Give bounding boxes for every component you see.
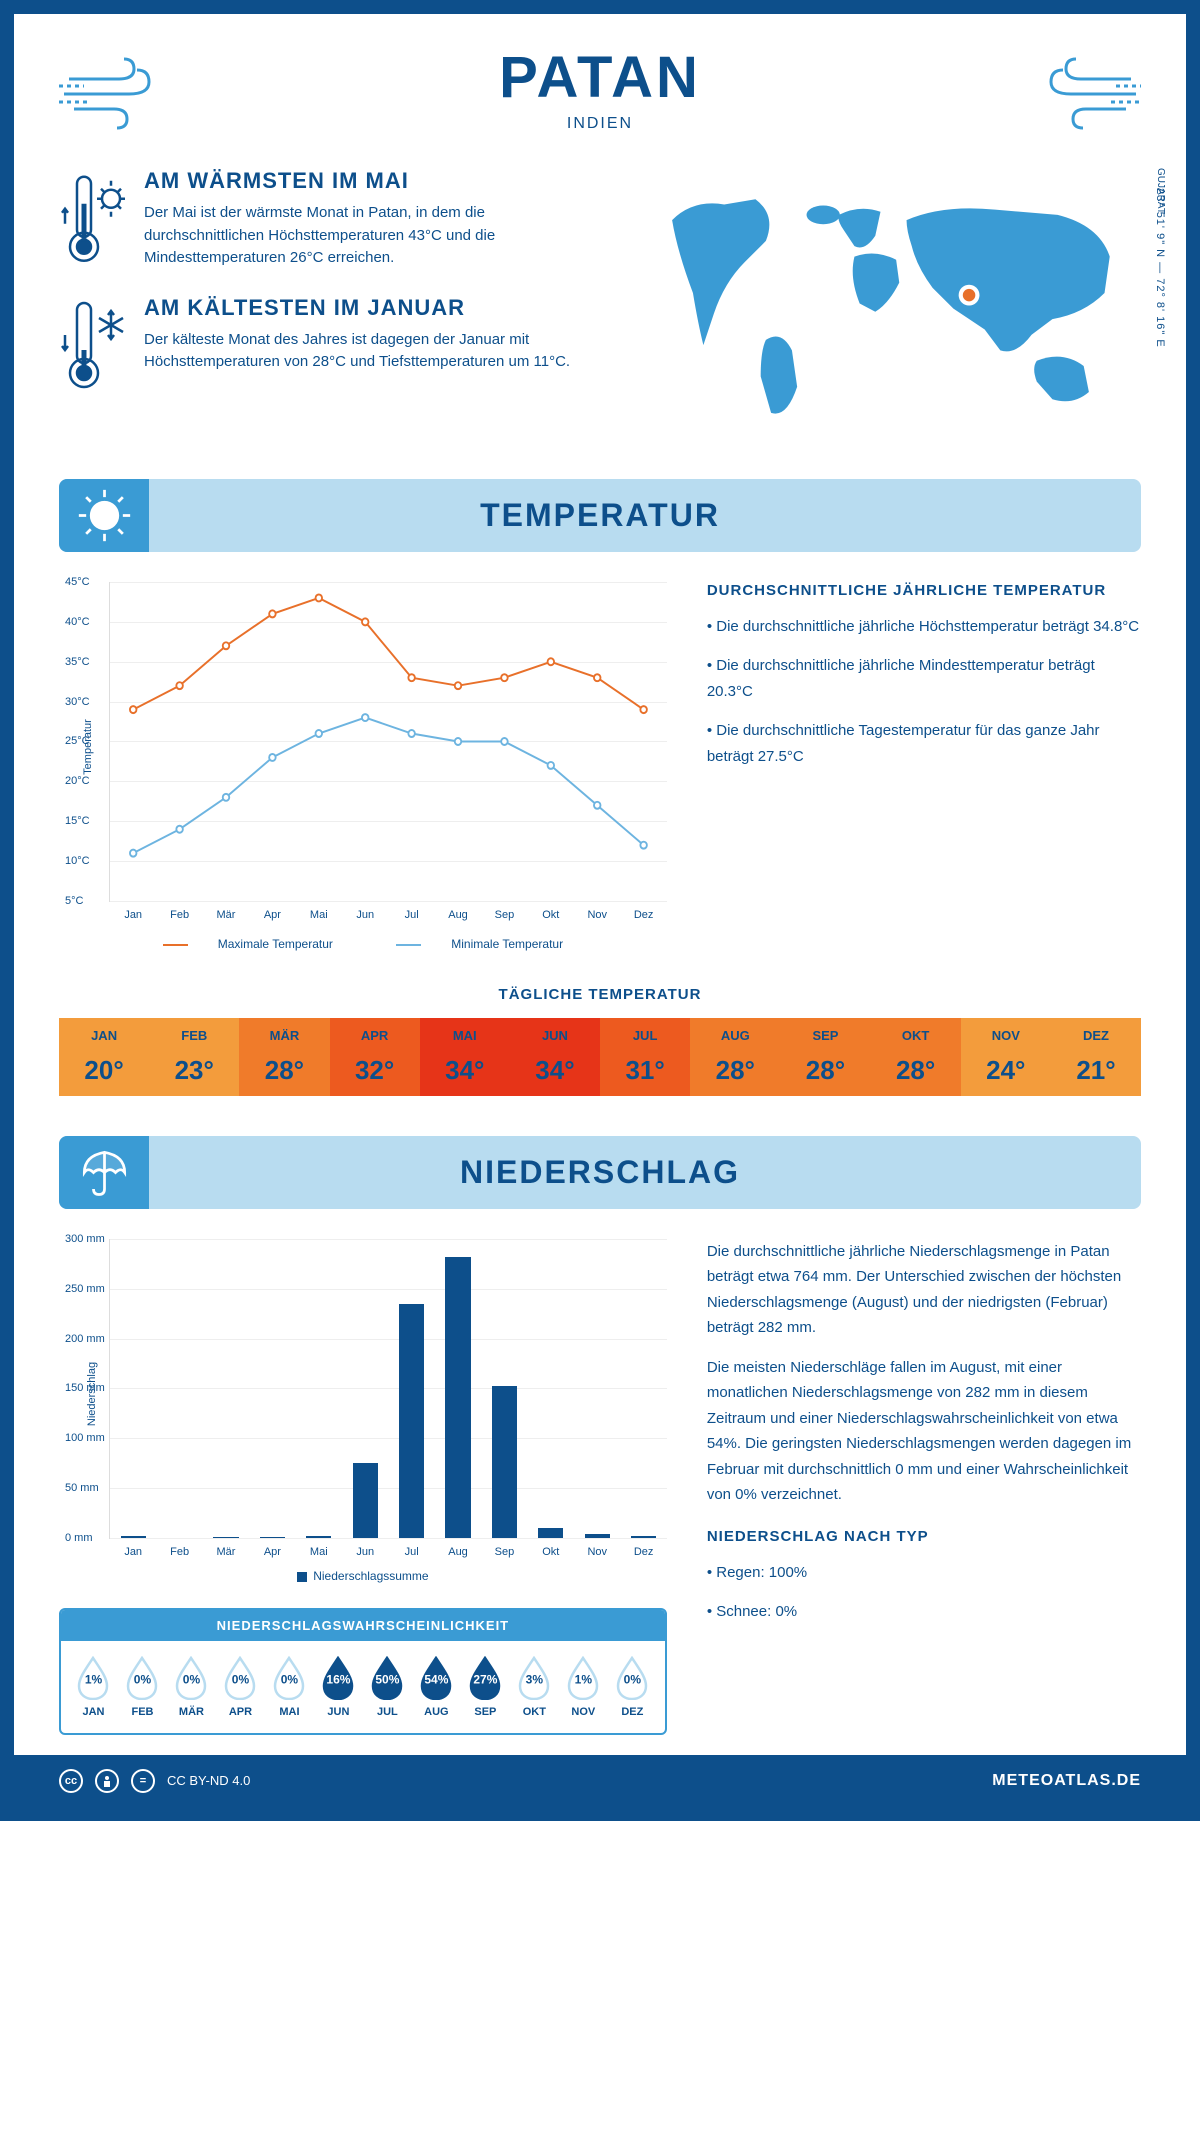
site-name: METEOATLAS.DE: [992, 1772, 1141, 1790]
legend-min: Minimale Temperatur: [451, 937, 563, 951]
fact-title: AM WÄRMSTEN IM MAI: [144, 168, 580, 194]
wind-icon: [1021, 54, 1141, 134]
legend-max: Maximale Temperatur: [218, 937, 333, 951]
bullet: • Die durchschnittliche jährliche Höchst…: [707, 614, 1141, 640]
prob-title: NIEDERSCHLAGSWAHRSCHEINLICHKEIT: [61, 1610, 665, 1641]
paragraph: Die meisten Niederschläge fallen im Augu…: [707, 1355, 1141, 1508]
daily-temp-bar: JAN20°FEB23°MÄR28°APR32°MAI34°JUN34°JUL3…: [59, 1018, 1141, 1096]
section-precipitation: NIEDERSCHLAG: [59, 1136, 1141, 1209]
y-axis-label: Niederschlag: [86, 1362, 98, 1426]
chart-legend: Maximale Temperatur Minimale Temperatur: [59, 937, 667, 951]
y-axis-label: Temperatur: [82, 720, 94, 776]
fact-text: Der Mai ist der wärmste Monat in Patan, …: [144, 202, 580, 270]
bullet: • Die durchschnittliche jährliche Mindes…: [707, 653, 1141, 704]
summary-title: DURCHSCHNITTLICHE JÄHRLICHE TEMPERATUR: [707, 582, 1141, 599]
bullet: • Schnee: 0%: [707, 1599, 1141, 1625]
bullet: • Die durchschnittliche Tagestemperatur …: [707, 718, 1141, 769]
section-title: NIEDERSCHLAG: [77, 1154, 1123, 1191]
precip-type-title: NIEDERSCHLAG NACH TYP: [707, 1528, 1141, 1545]
thermometer-hot-icon: [59, 168, 129, 270]
daily-temp-title: TÄGLICHE TEMPERATUR: [59, 986, 1141, 1003]
precipitation-probability: NIEDERSCHLAGSWAHRSCHEINLICHKEIT 1%JAN0%F…: [59, 1608, 667, 1735]
footer: cc = CC BY-ND 4.0 METEOATLAS.DE: [14, 1755, 1186, 1807]
city-name: PATAN: [59, 44, 1141, 111]
bar-legend: Niederschlagssumme: [59, 1569, 667, 1583]
nd-icon: =: [131, 1769, 155, 1793]
by-icon: [95, 1769, 119, 1793]
world-map: GUJARAT 23° 51' 9" N — 72° 8' 16" E: [620, 168, 1141, 444]
header: PATAN INDIEN: [59, 44, 1141, 133]
thermometer-cold-icon: [59, 295, 129, 395]
fact-title: AM KÄLTESTEN IM JANUAR: [144, 295, 580, 321]
cc-icon: cc: [59, 1769, 83, 1793]
section-temperature: TEMPERATUR: [59, 479, 1141, 552]
temperature-line-chart: Temperatur 5°C10°C15°C20°C25°C30°C35°C40…: [109, 582, 667, 902]
section-title: TEMPERATUR: [77, 497, 1123, 534]
precipitation-summary: Die durchschnittliche jährliche Niedersc…: [707, 1239, 1141, 1735]
fact-text: Der kälteste Monat des Jahres ist dagege…: [144, 329, 580, 374]
coordinates: 23° 51' 9" N — 72° 8' 16" E: [1154, 188, 1166, 348]
wind-icon: [59, 54, 179, 134]
license-text: CC BY-ND 4.0: [167, 1773, 250, 1788]
paragraph: Die durchschnittliche jährliche Niedersc…: [707, 1239, 1141, 1341]
coldest-fact: AM KÄLTESTEN IM JANUAR Der kälteste Mona…: [59, 295, 580, 395]
precipitation-bar-chart: Niederschlag 0 mm50 mm100 mm150 mm200 mm…: [109, 1239, 667, 1539]
country-name: INDIEN: [59, 115, 1141, 133]
temperature-summary: DURCHSCHNITTLICHE JÄHRLICHE TEMPERATUR •…: [707, 582, 1141, 951]
warmest-fact: AM WÄRMSTEN IM MAI Der Mai ist der wärms…: [59, 168, 580, 270]
umbrella-icon: [59, 1136, 149, 1209]
bullet: • Regen: 100%: [707, 1560, 1141, 1586]
sun-icon: [59, 479, 149, 552]
